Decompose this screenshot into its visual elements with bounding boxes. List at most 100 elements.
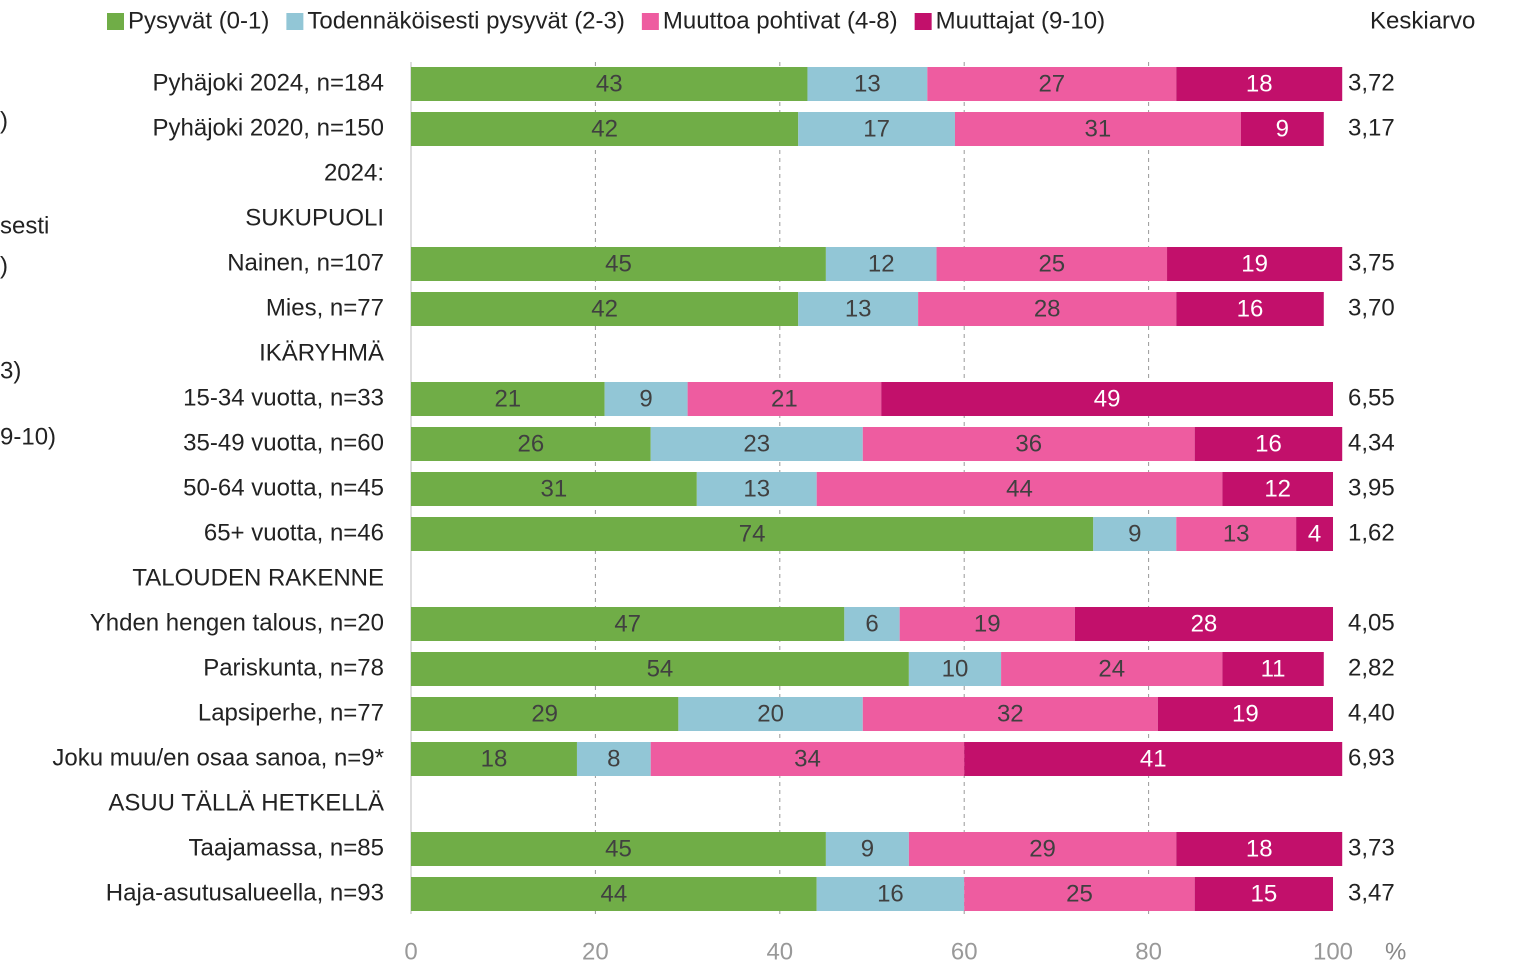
data-label: 43 (596, 70, 623, 97)
average-label: 3,73 (1348, 834, 1395, 861)
average-label: 4,05 (1348, 609, 1395, 636)
data-label: 42 (591, 115, 618, 142)
data-label: 21 (494, 385, 521, 412)
average-label: 3,70 (1348, 294, 1395, 321)
data-label: 19 (1232, 700, 1259, 727)
bar-segment (411, 517, 1094, 551)
data-label: 20 (757, 700, 784, 727)
bar-segment (411, 607, 845, 641)
bar-segment (798, 292, 919, 326)
cropped-text: ) (0, 252, 8, 279)
cropped-text: ) (0, 107, 8, 134)
bar-segment (1222, 472, 1333, 506)
bar-segment (816, 877, 965, 911)
data-label: 24 (1098, 655, 1125, 682)
bar-segment (411, 832, 826, 866)
data-label: 31 (1085, 115, 1112, 142)
legend-label: Muuttajat (9-10) (936, 7, 1105, 34)
category-label: Mies, n=77 (266, 294, 384, 321)
averages-title: Keskiarvo (1370, 7, 1475, 34)
bar-segment (650, 742, 965, 776)
bar-segment (678, 697, 863, 731)
x-tick-label: 40 (766, 938, 793, 962)
category-label: Pyhäjoki 2024, n=184 (152, 69, 384, 96)
legend-swatch (641, 13, 659, 30)
category-label: TALOUDEN RAKENNE (132, 564, 384, 591)
average-label: 2,82 (1348, 654, 1395, 681)
data-label: 32 (997, 700, 1024, 727)
data-label: 16 (1255, 430, 1282, 457)
data-label: 9 (861, 835, 874, 862)
x-tick-label: 20 (582, 938, 609, 962)
bar-segment (576, 742, 651, 776)
bar-segment (411, 742, 577, 776)
bar-segment (964, 877, 1195, 911)
data-label: 28 (1034, 295, 1061, 322)
average-label: 3,47 (1348, 879, 1395, 906)
x-tick-label: 0 (404, 938, 417, 962)
bar-segment (881, 382, 1333, 416)
data-label: 44 (1006, 475, 1033, 502)
bar-segment (964, 742, 1343, 776)
x-tick-label: 80 (1135, 938, 1162, 962)
data-label: 8 (607, 745, 620, 772)
bar-segment (1157, 697, 1333, 731)
data-label: 42 (591, 295, 618, 322)
data-label: 45 (605, 835, 632, 862)
x-unit: % (1385, 938, 1406, 962)
data-label: 16 (1237, 295, 1264, 322)
data-label: 25 (1038, 250, 1065, 277)
bar-segment (411, 247, 826, 281)
data-label: 17 (863, 115, 890, 142)
average-label: 3,95 (1348, 474, 1395, 501)
category-label: Pyhäjoki 2020, n=150 (152, 114, 384, 141)
data-label: 9 (1128, 520, 1141, 547)
bar-segment (1176, 67, 1343, 101)
bar-segment (908, 652, 1002, 686)
data-label: 25 (1066, 880, 1093, 907)
bar-segment (687, 382, 882, 416)
bar-segment (1222, 652, 1324, 686)
data-label: 6 (865, 610, 878, 637)
data-label: 45 (605, 250, 632, 277)
bar-segment (825, 832, 909, 866)
x-tick-label: 60 (951, 938, 978, 962)
category-label: Joku muu/en osaa sanoa, n=9* (52, 744, 384, 771)
data-label: 74 (739, 520, 766, 547)
data-label: 13 (845, 295, 872, 322)
average-label: 1,62 (1348, 519, 1395, 546)
bar-segment (411, 67, 808, 101)
data-label: 15 (1250, 880, 1277, 907)
data-label: 44 (600, 880, 627, 907)
category-label: Lapsiperhe, n=77 (198, 699, 384, 726)
bar-segment (1074, 607, 1333, 641)
bar-segment (1176, 292, 1324, 326)
bar-segment (936, 247, 1168, 281)
bar-segment (807, 67, 928, 101)
bar-segment (1194, 877, 1333, 911)
bar-segment (411, 382, 605, 416)
data-label: 18 (1246, 70, 1273, 97)
bar-segment (1194, 427, 1343, 461)
data-label: 23 (743, 430, 770, 457)
bar-segment (862, 427, 1195, 461)
data-label: 13 (854, 70, 881, 97)
category-label: 50-64 vuotta, n=45 (183, 474, 384, 501)
average-label: 3,75 (1348, 249, 1395, 276)
bar-segment (1176, 832, 1343, 866)
category-label: SUKUPUOLI (245, 204, 384, 231)
legend-swatch (107, 13, 124, 30)
bar-segment (411, 427, 651, 461)
average-label: 3,72 (1348, 69, 1395, 96)
category-label: ASUU TÄLLÄ HETKELLÄ (108, 789, 384, 816)
average-label: 6,55 (1348, 384, 1395, 411)
legend-label: Muuttoa pohtivat (4-8) (663, 7, 898, 34)
bar-segment (862, 697, 1158, 731)
average-label: 6,93 (1348, 744, 1395, 771)
data-label: 21 (771, 385, 798, 412)
bar-segment (927, 67, 1177, 101)
bar-segment (908, 832, 1177, 866)
legend-swatch (914, 13, 932, 30)
cropped-text: sesti (0, 212, 49, 239)
